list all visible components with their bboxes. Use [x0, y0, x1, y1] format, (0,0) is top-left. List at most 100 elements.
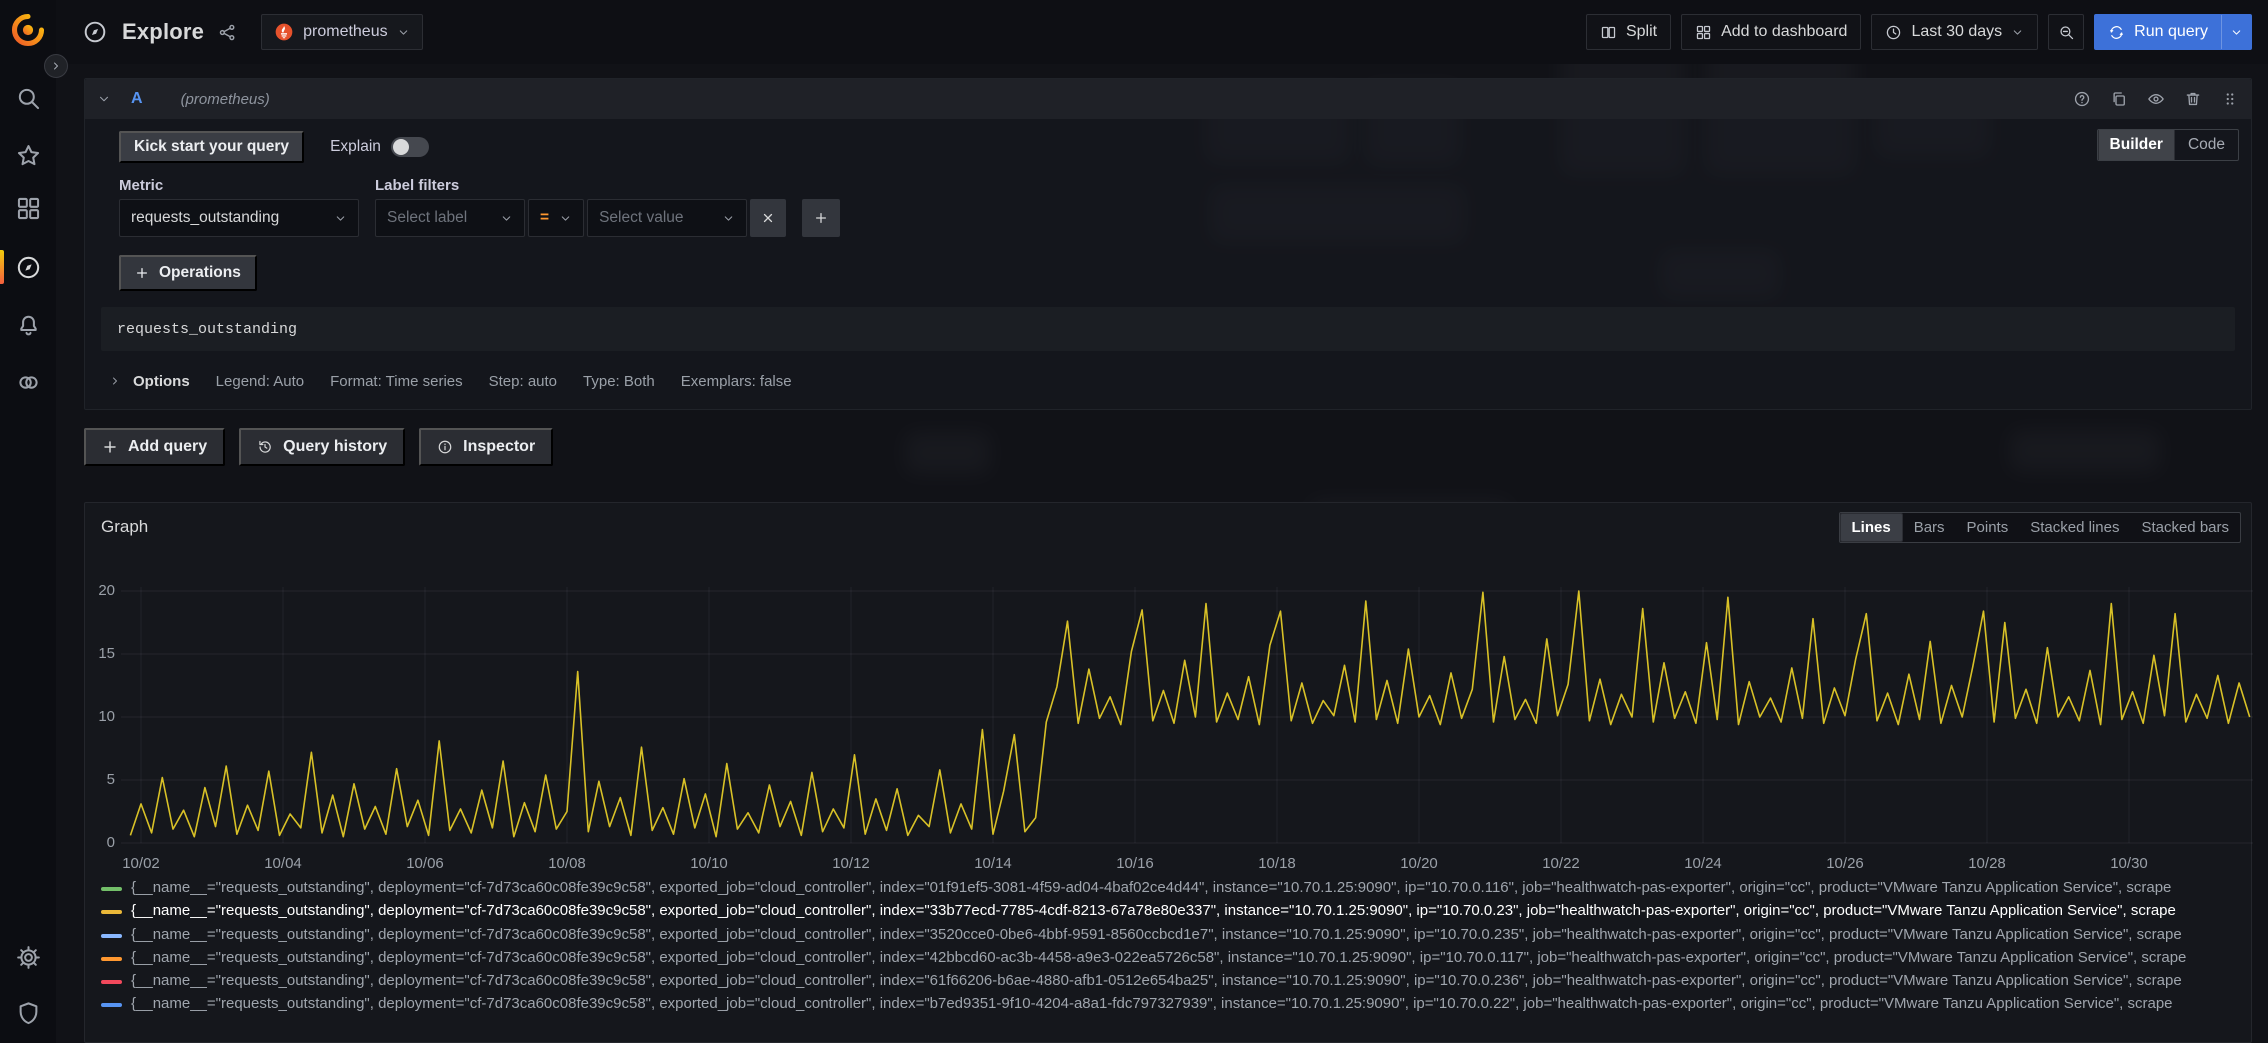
- options-label: Options: [133, 373, 190, 390]
- sidebar-expand-button[interactable]: [44, 54, 68, 78]
- datasource-name: prometheus: [303, 23, 388, 41]
- share-icon[interactable]: [218, 23, 237, 42]
- plus-icon: [814, 211, 828, 225]
- graph-style-stacked-bars[interactable]: Stacked bars: [2130, 513, 2240, 542]
- kick-start-query-button[interactable]: Kick start your query: [119, 131, 304, 163]
- split-button[interactable]: Split: [1586, 14, 1671, 50]
- close-icon: [761, 211, 775, 225]
- clock-icon: [1885, 24, 1902, 41]
- zoom-out-icon: [2058, 24, 2075, 41]
- legend-item[interactable]: {__name__="requests_outstanding", deploy…: [101, 926, 2247, 949]
- graph-style-points[interactable]: Points: [1956, 513, 2020, 542]
- toggle-visibility-icon[interactable]: [2147, 90, 2165, 108]
- time-series-chart[interactable]: [121, 583, 2253, 851]
- operator-dropdown[interactable]: =: [528, 199, 584, 237]
- legend-item[interactable]: {__name__="requests_outstanding", deploy…: [101, 972, 2247, 995]
- add-filter-button[interactable]: [802, 199, 840, 237]
- y-tick-label: 0: [85, 834, 115, 851]
- zoom-out-button[interactable]: [2048, 14, 2084, 50]
- metric-select[interactable]: requests_outstanding: [119, 199, 359, 237]
- x-tick-label: 10/26: [1821, 855, 1869, 872]
- sidebar-item-starred[interactable]: [6, 136, 50, 174]
- sidebar-item-alerting[interactable]: [6, 306, 50, 344]
- add-query-label: Add query: [128, 438, 207, 456]
- query-editor: A (prometheus) Kick start your query Exp…: [84, 78, 2252, 410]
- collapse-query-icon[interactable]: [97, 92, 111, 106]
- legend-series-color: [101, 934, 122, 938]
- legend-series-color: [101, 957, 122, 961]
- actions-row: Add query Query history Inspector: [84, 428, 553, 466]
- x-tick-label: 10/12: [827, 855, 875, 872]
- grafana-logo-icon[interactable]: [10, 12, 46, 48]
- chevron-down-icon: [334, 212, 347, 225]
- sidebar-item-dashboards[interactable]: [6, 189, 50, 227]
- ghost-block: [905, 432, 990, 474]
- datasource-picker[interactable]: prometheus: [261, 14, 423, 50]
- y-tick-label: 20: [85, 582, 115, 599]
- legend-item[interactable]: {__name__="requests_outstanding", deploy…: [101, 995, 2247, 1018]
- active-section-indicator: [0, 250, 4, 284]
- graph-style-lines[interactable]: Lines: [1840, 513, 1903, 542]
- option-summary-item: Legend: Auto: [216, 373, 304, 390]
- search-icon: [15, 85, 42, 112]
- run-query-dropdown[interactable]: [2221, 15, 2251, 49]
- options-toggle[interactable]: Options: [109, 373, 190, 390]
- inspector-label: Inspector: [463, 438, 535, 456]
- graph-style-switch: LinesBarsPointsStacked linesStacked bars: [1839, 512, 2242, 543]
- chevron-right-icon: [109, 375, 121, 387]
- select-label-placeholder: Select label: [387, 209, 467, 227]
- select-label-dropdown[interactable]: Select label: [375, 199, 525, 237]
- x-tick-label: 10/08: [543, 855, 591, 872]
- history-icon: [257, 439, 273, 455]
- split-icon: [1600, 24, 1617, 41]
- option-summary-item: Exemplars: false: [681, 373, 792, 390]
- delete-query-icon[interactable]: [2184, 90, 2202, 108]
- run-query-label: Run query: [2134, 23, 2208, 41]
- x-tick-label: 10/24: [1679, 855, 1727, 872]
- sidebar-item-search[interactable]: [6, 79, 50, 117]
- metric-value: requests_outstanding: [131, 209, 279, 227]
- inspector-button[interactable]: Inspector: [419, 428, 553, 466]
- y-tick-label: 10: [85, 708, 115, 725]
- dashboard-grid-icon: [1695, 24, 1712, 41]
- explain-label: Explain: [330, 138, 381, 156]
- legend-item[interactable]: {__name__="requests_outstanding", deploy…: [101, 902, 2247, 925]
- select-value-dropdown[interactable]: Select value: [587, 199, 747, 237]
- add-to-dashboard-button[interactable]: Add to dashboard: [1681, 14, 1861, 50]
- sidebar-item-explore[interactable]: [6, 248, 50, 286]
- mode-builder[interactable]: Builder: [2098, 129, 2175, 161]
- run-query-button[interactable]: Run query: [2094, 14, 2252, 50]
- duplicate-query-icon[interactable]: [2110, 90, 2128, 108]
- remove-filter-button[interactable]: [750, 199, 786, 237]
- query-history-button[interactable]: Query history: [239, 428, 405, 466]
- operations-label: Operations: [159, 264, 241, 282]
- drag-handle-icon[interactable]: [2221, 90, 2239, 108]
- sidebar-item-security[interactable]: [6, 994, 50, 1032]
- chevron-down-icon: [2230, 26, 2243, 39]
- operator-value: =: [540, 209, 549, 227]
- legend-series-label: {__name__="requests_outstanding", deploy…: [131, 995, 2173, 1012]
- sidebar-item-administration[interactable]: [6, 938, 50, 976]
- page-title: Explore: [122, 19, 204, 45]
- mode-code[interactable]: Code: [2175, 130, 2238, 160]
- chevron-down-icon: [2011, 26, 2024, 39]
- graph-style-stacked-lines[interactable]: Stacked lines: [2019, 513, 2130, 542]
- legend-series-color: [101, 1003, 122, 1007]
- explain-toggle[interactable]: [391, 137, 429, 157]
- x-tick-label: 10/20: [1395, 855, 1443, 872]
- add-to-dashboard-label: Add to dashboard: [1721, 23, 1847, 41]
- legend-series-color: [101, 887, 122, 891]
- legend-item[interactable]: {__name__="requests_outstanding", deploy…: [101, 949, 2247, 972]
- label-filters-label: Label filters: [375, 177, 459, 194]
- x-tick-label: 10/10: [685, 855, 733, 872]
- time-range-picker[interactable]: Last 30 days: [1871, 14, 2038, 50]
- operations-button[interactable]: Operations: [119, 255, 257, 291]
- query-options-row: Options Legend: AutoFormat: Time seriesS…: [109, 365, 792, 397]
- chevron-down-icon: [397, 26, 410, 39]
- star-icon: [15, 142, 42, 169]
- graph-style-bars[interactable]: Bars: [1903, 513, 1956, 542]
- help-icon[interactable]: [2073, 90, 2091, 108]
- sidebar-item-connections[interactable]: [6, 363, 50, 401]
- add-query-button[interactable]: Add query: [84, 428, 225, 466]
- legend-item[interactable]: {__name__="requests_outstanding", deploy…: [101, 879, 2247, 902]
